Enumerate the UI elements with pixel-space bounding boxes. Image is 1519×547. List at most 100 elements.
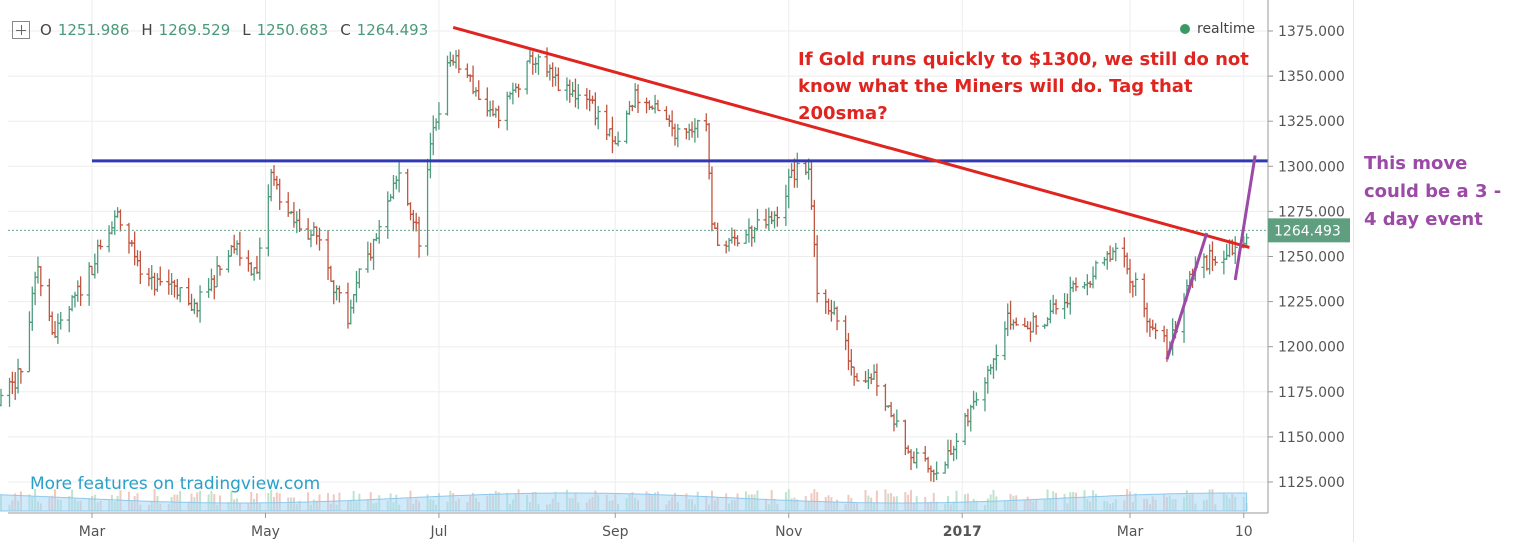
- ohlc-bar: [231, 234, 237, 254]
- ohlc-bar: [1130, 280, 1136, 298]
- ohlc-bar: [626, 100, 632, 115]
- ohlc-bar: [592, 92, 598, 126]
- ohlc-bar: [686, 123, 692, 141]
- ohlc-bar: [496, 105, 502, 129]
- y-tick-label: 1200.000: [1278, 340, 1345, 356]
- ohlc-bar: [646, 100, 652, 111]
- volume-bar: [255, 493, 258, 511]
- ohlc-bar: [595, 105, 601, 130]
- volume-bar: [813, 489, 816, 511]
- volume-bar: [210, 491, 213, 511]
- ohlc-bar: [450, 54, 456, 66]
- ohlc-bar: [962, 412, 968, 446]
- ohlc-bar: [137, 250, 143, 284]
- ohlc-bar: [1042, 323, 1048, 329]
- ohlc-bar: [848, 349, 854, 376]
- ohlc-bar: [132, 231, 138, 266]
- ohlc-bar: [297, 208, 303, 232]
- ohlc-bar: [615, 131, 621, 147]
- ohlc-bars: [0, 47, 1250, 483]
- ohlc-bar: [166, 269, 172, 295]
- ohlc-bar: [703, 113, 709, 132]
- y-tick-label: 1350.000: [1278, 69, 1345, 85]
- ohlc-bar: [951, 445, 957, 462]
- ohlc-bar: [416, 216, 422, 258]
- ohlc-bar: [206, 278, 212, 298]
- ohlc-bar: [663, 106, 669, 121]
- ohlc-bar: [669, 110, 675, 137]
- ohlc-bar: [845, 332, 851, 371]
- ohlc-bar: [772, 211, 778, 229]
- ohlc-legend: O 1251.986 H 1269.529 L 1250.683 C 1264.…: [12, 18, 440, 42]
- ohlc-bar: [535, 54, 541, 75]
- ohlc-bar: [126, 222, 132, 254]
- x-tick-label: Jul: [429, 524, 447, 540]
- x-tick-label: Mar: [1117, 524, 1144, 540]
- ohlc-bar: [46, 278, 52, 322]
- ohlc-bar: [254, 255, 260, 274]
- tradingview-watermark[interactable]: More features on tradingview.com: [30, 474, 321, 494]
- realtime-label: realtime: [1197, 21, 1256, 37]
- volume-bar: [153, 489, 156, 511]
- ohlc-bar: [248, 261, 254, 276]
- channel-line: [1165, 232, 1209, 360]
- ohlc-bar: [197, 285, 203, 323]
- y-tick-label: 1275.000: [1278, 204, 1345, 220]
- ohlc-bar: [811, 199, 817, 258]
- ohlc-bar: [814, 235, 820, 303]
- ohlc-bar: [1153, 323, 1159, 340]
- ohlc-bar: [169, 272, 175, 296]
- ohlc-bar: [555, 67, 561, 92]
- x-tick-label: Sep: [602, 524, 629, 540]
- expand-icon[interactable]: [12, 21, 30, 39]
- volume-bar: [199, 490, 202, 511]
- ohlc-bar: [274, 175, 280, 190]
- ohlc-bar: [1067, 276, 1073, 315]
- volume-bar: [932, 492, 935, 511]
- ohlc-bar: [988, 364, 994, 375]
- ohlc-bar: [1070, 280, 1076, 293]
- ohlc-bar: [1045, 317, 1051, 327]
- ohlc-bar: [826, 298, 832, 315]
- x-axis-ticks: Mar May Jul Sep Nov 2017 Mar 10: [79, 513, 1253, 540]
- ohlc-bar: [487, 100, 493, 117]
- open-label: O: [40, 21, 52, 39]
- ohlc-bar: [177, 286, 183, 303]
- ohlc-bar: [635, 84, 641, 114]
- ohlc-bar: [433, 118, 439, 131]
- open-value: 1251.986: [57, 21, 130, 39]
- ohlc-bar: [1062, 293, 1068, 319]
- ohlc-bar: [393, 175, 399, 190]
- ohlc-bar: [791, 158, 797, 188]
- ohlc-bar: [154, 273, 160, 292]
- ohlc-bar: [0, 388, 4, 407]
- ohlc-bar: [1033, 315, 1039, 335]
- ohlc-bar: [453, 50, 459, 69]
- ohlc-bar: [945, 439, 951, 469]
- ohlc-bar: [971, 390, 977, 410]
- close-label: C: [340, 21, 351, 39]
- close-value: 1264.493: [356, 21, 429, 39]
- ohlc-bar: [925, 456, 931, 473]
- ohlc-bar: [1133, 272, 1139, 296]
- x-tick-label: 2017: [943, 524, 982, 540]
- ohlc-bar: [993, 344, 999, 371]
- grid: [8, 0, 1268, 513]
- volume-bar: [992, 489, 995, 511]
- ohlc-bar: [644, 97, 650, 114]
- ohlc-bar: [152, 272, 158, 296]
- y-tick-label: 1225.000: [1278, 295, 1345, 311]
- ohlc-bar: [86, 262, 92, 306]
- ohlc-bar: [934, 461, 940, 481]
- ohlc-bar: [1008, 300, 1014, 330]
- y-tick-label: 1125.000: [1278, 475, 1345, 491]
- channel-line: [1233, 155, 1257, 281]
- ohlc-bar: [783, 184, 789, 227]
- last-price-tag: 1264.493: [1268, 218, 1350, 243]
- ohlc-bar: [1053, 299, 1059, 315]
- ohlc-bar: [135, 250, 141, 267]
- ohlc-bar: [769, 211, 775, 225]
- ohlc-bar: [911, 451, 917, 464]
- ohlc-bar: [990, 358, 996, 379]
